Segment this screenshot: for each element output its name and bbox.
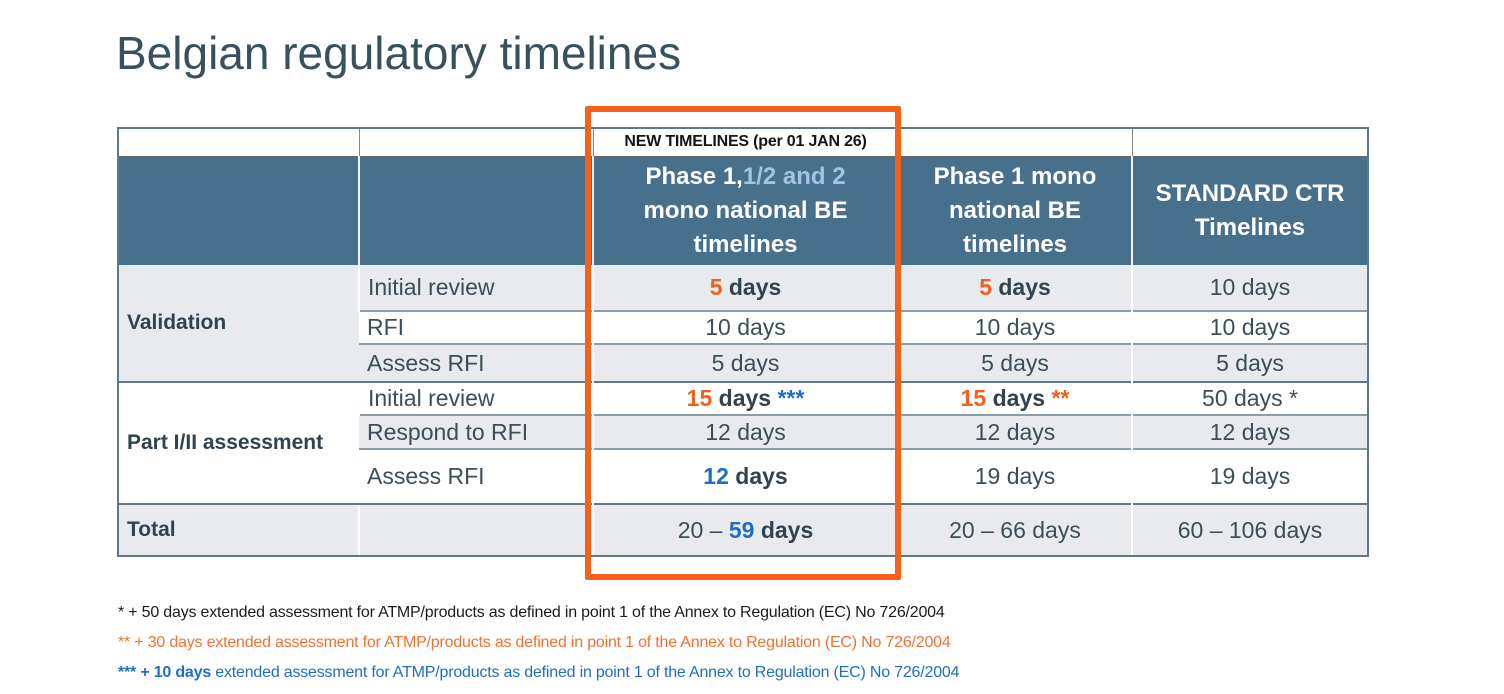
- value-number: 15: [960, 385, 987, 411]
- footnote-2: ** + 30 days extended assessment for ATM…: [118, 634, 951, 651]
- total-range-start: 20 –: [677, 516, 729, 543]
- header-row: Phase 1,1/2 and 2 mono national BE timel…: [119, 156, 1367, 265]
- value-number: 5: [709, 274, 723, 300]
- value-phase1-mono: 5 days: [897, 343, 1132, 382]
- value-number: 12: [703, 463, 729, 489]
- step-label: Initial review: [358, 265, 593, 311]
- value-phase1-mono: 12 days: [897, 414, 1132, 449]
- row-part12-respond-to-rfi: Respond to RFI 12 days 12 days 12 days: [119, 414, 1367, 449]
- step-label: Initial review: [358, 381, 593, 415]
- row-part12-assess-rfi: Assess RFI 12 days 19 days 19 days: [119, 448, 1367, 504]
- row-total: Total 20 – 59 days 20 – 66 days 60 – 106…: [119, 503, 1367, 555]
- value-phase1-mono: 19 days: [897, 448, 1132, 504]
- banner-row: NEW TIMELINES (per 01 JAN 26): [119, 129, 1367, 157]
- value-standard-ctr: 5 days: [1131, 343, 1367, 382]
- footnote-marker-orange: **: [1051, 385, 1070, 411]
- step-label: Respond to RFI: [359, 414, 593, 449]
- row-validation-assess-rfi: Assess RFI 5 days 5 days 5 days: [119, 343, 1367, 382]
- banner-empty-cell: [897, 129, 1132, 157]
- step-label: RFI: [359, 310, 593, 344]
- value-standard-ctr: 10 days: [1131, 310, 1367, 344]
- total-number: 59: [728, 516, 755, 543]
- total-empty-cell: [358, 503, 593, 555]
- value-standard-ctr: 19 days: [1131, 448, 1367, 504]
- value-unit: days: [728, 463, 788, 489]
- value-unit: days: [712, 385, 778, 411]
- value-new-timelines: 12 days: [592, 448, 898, 504]
- footnote-marker-blue: ***: [777, 385, 805, 411]
- banner-empty-cell: [1131, 129, 1367, 157]
- group-label-part12-assessment: Part I/II assessment: [119, 381, 359, 504]
- row-validation-rfi: RFI 10 days 10 days 10 days: [119, 310, 1367, 344]
- value-unit: days: [991, 274, 1051, 300]
- total-new-timelines: 20 – 59 days: [592, 503, 898, 555]
- value-new-timelines: 5 days: [592, 265, 898, 311]
- value-new-timelines: 12 days: [592, 414, 898, 449]
- value-new-timelines: 10 days: [592, 310, 898, 344]
- step-label: Assess RFI: [359, 448, 593, 504]
- value-standard-ctr: 10 days: [1131, 265, 1367, 311]
- page-title: Belgian regulatory timelines: [116, 27, 682, 79]
- banner-empty-cell: [358, 129, 593, 157]
- value-phase1-mono: 10 days: [897, 310, 1132, 344]
- header-new-part1: Phase 1,: [645, 162, 743, 190]
- value-number: 5: [979, 274, 992, 300]
- timelines-table: NEW TIMELINES (per 01 JAN 26) Phase 1,1/…: [117, 127, 1369, 557]
- value-unit: days: [722, 274, 782, 300]
- footnote-3-text: extended assessment for ATMP/products as…: [211, 664, 960, 681]
- col-header-standard-ctr: STANDARD CTR Timelines: [1131, 156, 1367, 265]
- header-new-part3: mono national BE timelines: [643, 196, 848, 258]
- header-new-part2: 1/2 and 2: [742, 162, 846, 190]
- value-new-timelines: 15 days ***: [592, 381, 898, 415]
- value-unit: days: [986, 385, 1052, 411]
- value-number: 15: [686, 385, 713, 411]
- value-standard-ctr: 50 days *: [1131, 381, 1367, 415]
- col-header-phase1-mono: Phase 1 mono national BE timelines: [897, 156, 1132, 265]
- value-phase1-mono: 15 days **: [897, 381, 1132, 415]
- value-new-timelines: 5 days: [592, 343, 898, 382]
- value-phase1-mono: 5 days: [897, 265, 1132, 311]
- new-timelines-banner: NEW TIMELINES (per 01 JAN 26): [624, 133, 867, 151]
- row-part12-initial-review: Part I/II assessment Initial review 15 d…: [119, 381, 1367, 504]
- total-standard-ctr: 60 – 106 days: [1131, 503, 1367, 555]
- footnotes: * + 50 days extended assessment for ATMP…: [118, 598, 959, 688]
- total-label: Total: [119, 503, 359, 555]
- group-label-validation: Validation: [119, 265, 359, 382]
- row-validation-initial-review: Validation Initial review 5 days 5 days …: [119, 265, 1367, 382]
- timelines-table-grid: NEW TIMELINES (per 01 JAN 26) Phase 1,1/…: [119, 129, 1367, 555]
- total-unit: days: [754, 516, 814, 543]
- value-standard-ctr: 12 days: [1131, 414, 1367, 449]
- col-header-new-timelines: Phase 1,1/2 and 2 mono national BE timel…: [592, 156, 898, 265]
- step-label: Assess RFI: [359, 343, 593, 382]
- footnote-3-marker: *** + 10 days: [118, 664, 212, 681]
- total-phase1-mono: 20 – 66 days: [897, 503, 1132, 555]
- header-empty-step: [358, 156, 593, 265]
- banner-empty-cell: [119, 129, 359, 157]
- footnote-1: * + 50 days extended assessment for ATMP…: [118, 604, 945, 621]
- banner-cell: NEW TIMELINES (per 01 JAN 26): [592, 129, 898, 157]
- footnote-3: *** + 10 days extended assessment for AT…: [118, 658, 959, 688]
- header-empty-category: [119, 156, 359, 265]
